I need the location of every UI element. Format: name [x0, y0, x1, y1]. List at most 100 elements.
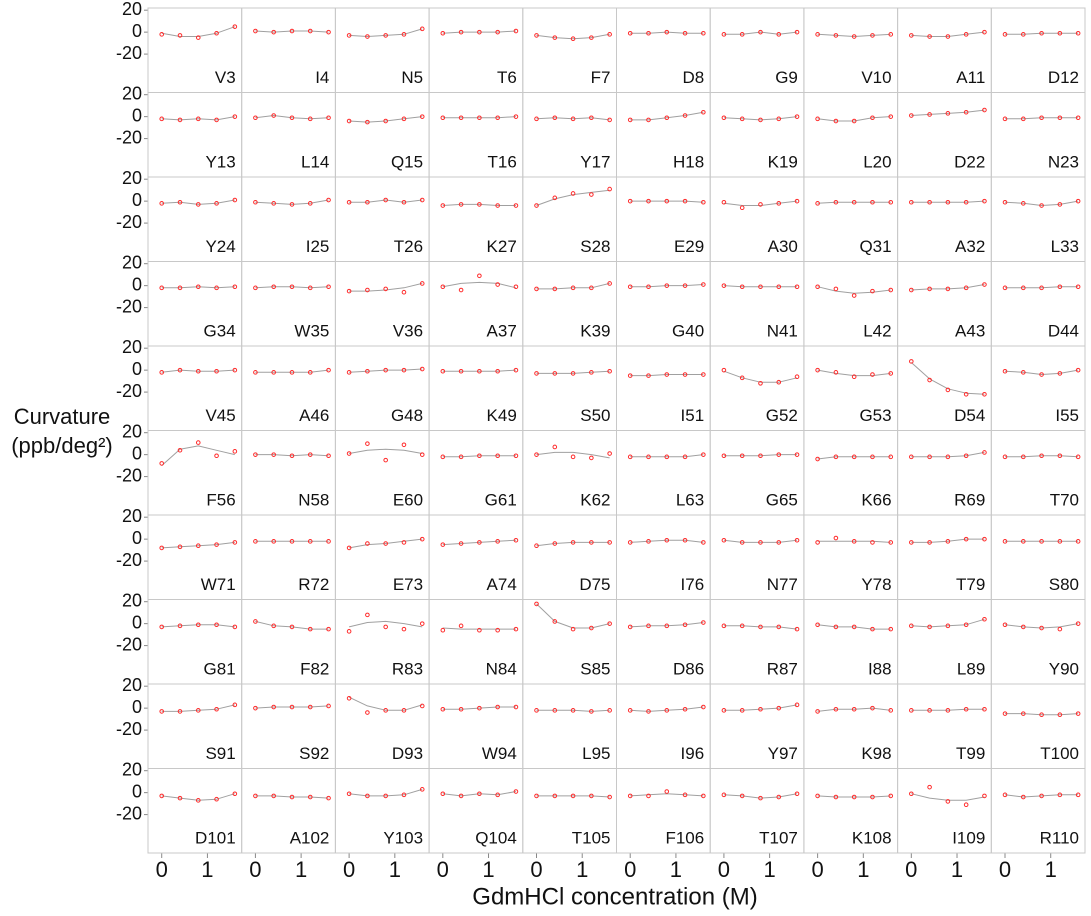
data-point [1020, 201, 1026, 206]
panel-label: N77 [767, 575, 798, 594]
y-tick-label: 20 [122, 337, 142, 357]
data-point [570, 191, 576, 196]
data-point [177, 544, 183, 550]
data-point [419, 703, 425, 709]
data-point [963, 109, 969, 115]
data-point [945, 199, 951, 205]
fit-curve [255, 115, 329, 120]
fit-curve [536, 189, 610, 206]
data-point [794, 29, 800, 35]
panel-label: G40 [672, 321, 704, 340]
data-point [1002, 792, 1008, 798]
fit-curve [817, 116, 891, 122]
data-point [776, 794, 782, 800]
data-point [794, 702, 800, 708]
data-point [534, 793, 539, 799]
data-point [214, 453, 219, 459]
data-point [721, 708, 727, 713]
data-point [776, 284, 782, 290]
x-tick-label: 1 [482, 857, 494, 882]
data-point [833, 118, 839, 124]
fit-curve [161, 286, 235, 289]
fit-curve [817, 33, 891, 37]
data-point [1057, 792, 1063, 798]
panel-label: N84 [486, 659, 517, 678]
fit-curve [911, 109, 985, 116]
panel-label: Q15 [391, 152, 423, 171]
panel-label: L95 [582, 744, 610, 763]
data-point [195, 708, 201, 713]
y-tick-label: 20 [122, 759, 142, 779]
data-point [945, 387, 951, 393]
data-point [607, 621, 612, 626]
data-point [909, 359, 914, 364]
data-point [627, 198, 633, 204]
data-point [870, 288, 875, 294]
data-point [552, 444, 558, 450]
data-point [776, 705, 782, 711]
fit-curve [817, 707, 891, 712]
fit-curve [630, 111, 704, 121]
data-point [758, 706, 763, 712]
data-point [927, 708, 932, 713]
panel-label: A11 [956, 68, 985, 87]
data-point [721, 453, 727, 459]
fit-curve [255, 795, 329, 799]
data-point [289, 794, 295, 800]
data-point [346, 791, 352, 797]
data-point [1075, 198, 1081, 204]
panel-label: L20 [863, 152, 891, 171]
data-point [570, 626, 576, 632]
data-point [570, 708, 576, 713]
data-point [232, 624, 238, 630]
panel-label: G65 [766, 490, 798, 509]
data-point [982, 536, 987, 542]
data-point [627, 708, 633, 713]
data-point [627, 454, 633, 460]
data-point [909, 708, 914, 713]
data-point [513, 114, 519, 119]
y-tick-label: 0 [132, 781, 142, 801]
y-tick-label: -20 [116, 296, 142, 316]
data-point [440, 627, 446, 633]
data-point [307, 285, 313, 291]
data-point [1020, 32, 1026, 37]
data-point [776, 201, 782, 206]
data-point [701, 30, 706, 36]
panel-label: I51 [681, 406, 705, 425]
data-point [214, 285, 219, 291]
data-point [1075, 115, 1081, 121]
data-point [365, 199, 370, 205]
data-point [739, 793, 745, 799]
fit-curve [442, 455, 516, 458]
data-point [307, 794, 313, 800]
data-point [963, 802, 969, 808]
data-point [607, 281, 612, 286]
fit-curve [911, 451, 985, 458]
data-point [326, 29, 331, 35]
data-point [552, 793, 558, 799]
data-point [1020, 116, 1026, 122]
data-point [982, 706, 987, 712]
data-point [365, 287, 370, 293]
data-point [851, 794, 857, 800]
data-point [794, 791, 800, 797]
data-point [159, 116, 165, 122]
data-point [589, 793, 594, 799]
data-point [815, 201, 820, 206]
data-point [326, 453, 331, 459]
y-tick-label: 20 [122, 590, 142, 610]
fit-curve [348, 696, 423, 711]
y-tick-label: 20 [122, 675, 142, 695]
data-point [646, 30, 651, 36]
fit-curve [1005, 286, 1079, 289]
data-point [289, 202, 295, 207]
fit-curve [630, 284, 704, 288]
data-point [307, 201, 313, 206]
fit-curve [161, 369, 235, 373]
panel-label: E73 [393, 575, 423, 594]
panel-label: D8 [682, 68, 704, 87]
x-tick-label: 0 [999, 857, 1011, 882]
panel-label: K19 [768, 152, 798, 171]
